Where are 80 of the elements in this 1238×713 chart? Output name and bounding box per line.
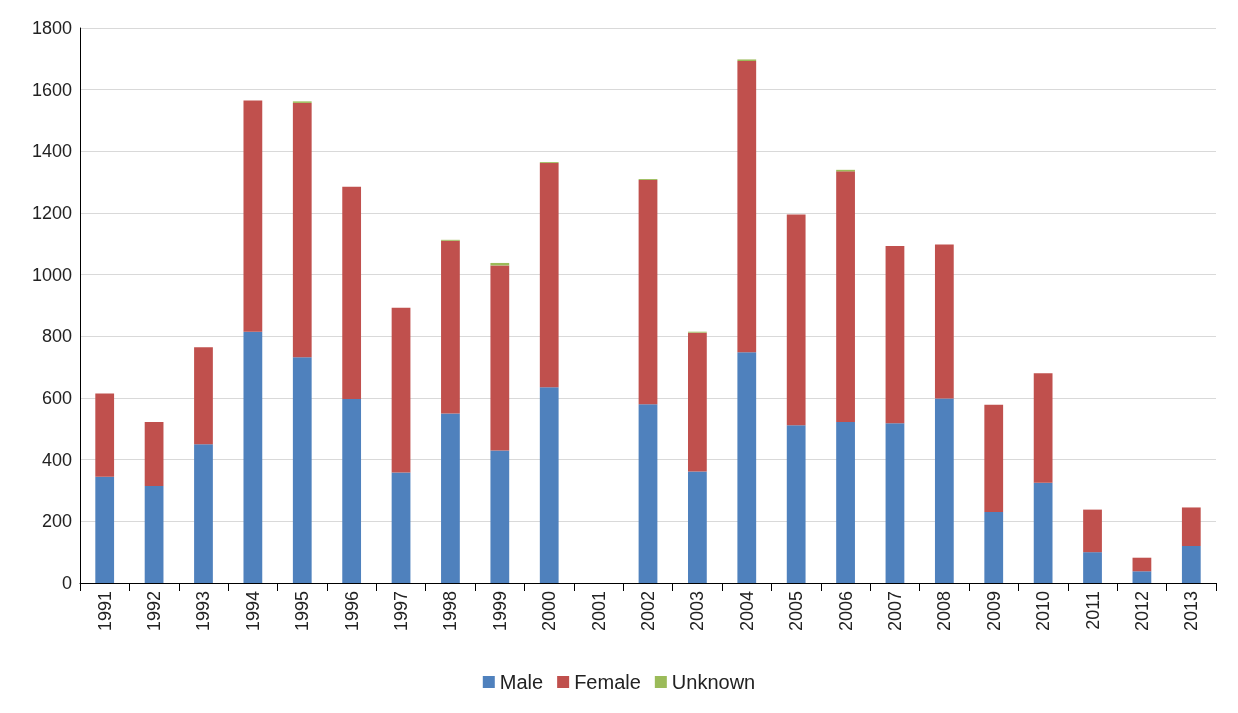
bar: [292, 102, 312, 358]
y-tick-label: 200: [41, 511, 72, 532]
bar: [391, 472, 411, 583]
bar: [391, 307, 411, 473]
bar: [885, 423, 905, 583]
bar: [144, 422, 164, 486]
bar: [1033, 482, 1053, 583]
y-tick-label: 400: [41, 449, 72, 470]
x-tick-label: 2002: [638, 591, 658, 632]
x-tick-label: 1996: [341, 591, 362, 632]
bar: [1181, 507, 1201, 546]
x-tick-label: 2013: [1181, 591, 1202, 632]
bar: [243, 100, 263, 332]
x-tick-label: 2009: [983, 591, 1004, 632]
x-tick-label: 2001: [588, 591, 609, 632]
bar: [786, 425, 806, 583]
legend-label: Unknown: [671, 671, 756, 693]
bar: [1033, 373, 1053, 483]
bar: [539, 163, 559, 388]
x-tick-label: 1992: [144, 591, 165, 632]
bar: [342, 398, 362, 583]
bar: [441, 413, 460, 583]
bar: [1132, 571, 1152, 583]
bar: [984, 512, 1004, 583]
x-tick-label: 2003: [687, 591, 708, 632]
bar: [688, 332, 707, 472]
y-tick-label: 0: [61, 573, 72, 593]
x-tick-label: 1997: [391, 591, 412, 632]
x-tick-label: 2010: [1033, 591, 1054, 632]
y-tick-label: 800: [41, 326, 72, 347]
x-tick-label: 1998: [440, 591, 461, 632]
x-tick-label: 1991: [94, 591, 115, 632]
bar: [934, 398, 954, 583]
y-tick-label: 1800: [31, 18, 72, 38]
bar: [1132, 557, 1152, 572]
bar: [688, 471, 707, 583]
x-tick-label: 2004: [736, 591, 757, 632]
x-tick-label: 1994: [242, 591, 263, 632]
y-tick-label: 1600: [31, 79, 72, 100]
bar: [1083, 509, 1102, 553]
y-tick-label: 1400: [31, 141, 72, 162]
y-tick-label: 600: [41, 388, 72, 408]
bar: [984, 404, 1004, 513]
bar: [737, 60, 757, 353]
y-tick-label: 1200: [31, 203, 72, 223]
bar: [836, 422, 855, 583]
bar: [490, 265, 510, 451]
bar: [194, 347, 213, 445]
bar: [786, 214, 806, 426]
bar: [638, 404, 658, 583]
x-tick-label: 1995: [292, 591, 313, 632]
legend-label: Male: [499, 671, 544, 693]
y-tick-label: 1000: [31, 264, 72, 285]
x-tick-label: 2005: [786, 591, 807, 632]
x-tick-label: 2000: [539, 591, 560, 632]
x-tick-label: 2011: [1082, 591, 1103, 630]
bar: [638, 180, 658, 405]
bar: [95, 476, 115, 583]
bar: [1181, 546, 1201, 583]
x-tick-label: 2006: [835, 591, 856, 632]
x-tick-label: 2007: [884, 591, 905, 632]
bar: [95, 393, 115, 477]
bar: [243, 331, 263, 583]
bar: [934, 244, 954, 399]
x-tick-label: 1993: [193, 591, 214, 632]
bar: [292, 357, 312, 583]
bar: [539, 387, 559, 583]
bar: [490, 450, 510, 583]
bar: [441, 240, 460, 414]
legend-label: Female: [574, 671, 641, 693]
x-tick-label: 2012: [1131, 591, 1152, 632]
bar: [194, 444, 213, 583]
x-tick-label: 2008: [934, 591, 955, 632]
bar: [1083, 552, 1102, 583]
bar: [836, 171, 855, 423]
bar: [885, 245, 905, 424]
x-tick-label: 1999: [489, 591, 510, 632]
bar: [342, 186, 362, 399]
bar: [737, 352, 757, 583]
bar: [144, 485, 164, 583]
